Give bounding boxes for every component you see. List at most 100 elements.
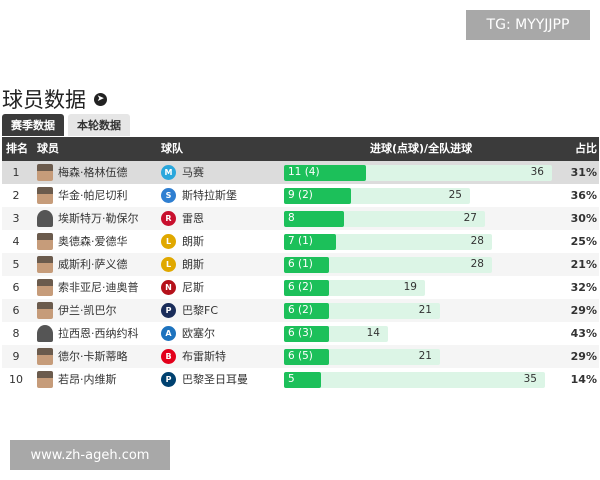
page-title-group: 球员数据 ➤ bbox=[2, 84, 107, 114]
header-player[interactable]: 球员 bbox=[37, 142, 59, 155]
team-goals-bar bbox=[284, 257, 492, 273]
header-share[interactable]: 占比 bbox=[575, 142, 597, 155]
stats-table: 排名 球员 球队 进球(点球)/全队进球 占比 1 梅森·格林伍德 M 马赛 11 (4… bbox=[2, 137, 599, 391]
team-goals-label: 28 bbox=[470, 258, 484, 270]
table-row[interactable]: 8 拉西恩·西纳约科 A 欧塞尔 6 (3) 14 43% bbox=[2, 322, 599, 345]
team-name[interactable]: 朗斯 bbox=[182, 235, 204, 248]
player-name[interactable]: 埃斯特万·勒保尔 bbox=[58, 212, 139, 225]
team-name[interactable]: 巴黎FC bbox=[182, 304, 219, 317]
player-goals-bar bbox=[284, 303, 329, 319]
share-cell: 29% bbox=[570, 350, 597, 363]
player-name[interactable]: 伊兰·凯巴尔 bbox=[58, 304, 117, 317]
header-goals[interactable]: 进球(点球)/全队进球 bbox=[370, 142, 473, 155]
player-name[interactable]: 华金·帕尼切利 bbox=[58, 189, 128, 202]
share-cell: 31% bbox=[570, 166, 597, 179]
player-goals-bar bbox=[284, 211, 344, 227]
team-goals-label: 19 bbox=[403, 281, 417, 293]
player-name[interactable]: 若昂·内维斯 bbox=[58, 373, 117, 386]
player-avatar bbox=[37, 187, 53, 204]
share-cell: 29% bbox=[570, 304, 597, 317]
player-name[interactable]: 拉西恩·西纳约科 bbox=[58, 327, 139, 340]
tab-round-stats[interactable]: 本轮数据 bbox=[68, 114, 130, 136]
table-row[interactable]: 9 德尔·卡斯蒂略 B 布雷斯特 6 (5) 21 29% bbox=[2, 345, 599, 368]
table-row[interactable]: 5 威斯利·萨义德 L 朗斯 6 (1) 28 21% bbox=[2, 253, 599, 276]
player-name[interactable]: 德尔·卡斯蒂略 bbox=[58, 350, 128, 363]
table-row[interactable]: 3 埃斯特万·勒保尔 R 雷恩 8 27 30% bbox=[2, 207, 599, 230]
player-avatar bbox=[37, 256, 53, 273]
table-row[interactable]: 2 华金·帕尼切利 S 斯特拉斯堡 9 (2) 25 36% bbox=[2, 184, 599, 207]
team-goals-label: 14 bbox=[366, 327, 380, 339]
player-avatar bbox=[37, 348, 53, 365]
team-name[interactable]: 巴黎圣日耳曼 bbox=[182, 373, 248, 386]
share-cell: 36% bbox=[570, 189, 597, 202]
share-cell: 25% bbox=[570, 235, 597, 248]
player-name[interactable]: 梅森·格林伍德 bbox=[58, 166, 128, 179]
share-cell: 30% bbox=[570, 212, 597, 225]
rank-cell: 1 bbox=[12, 166, 20, 179]
player-goals-label: 6 (3) bbox=[288, 327, 313, 339]
arrow-right-icon[interactable]: ➤ bbox=[94, 92, 107, 106]
share-cell: 21% bbox=[570, 258, 597, 271]
team-goals-bar bbox=[284, 234, 492, 250]
player-goals-bar bbox=[284, 280, 329, 296]
team-logo-icon: L bbox=[161, 234, 176, 249]
watermark-web: www.zh-ageh.com bbox=[10, 440, 170, 470]
rank-cell: 3 bbox=[12, 212, 20, 225]
table-header: 排名 球员 球队 进球(点球)/全队进球 占比 bbox=[2, 137, 599, 161]
team-goals-bar bbox=[284, 372, 545, 388]
player-goals-label: 8 bbox=[288, 212, 295, 224]
team-name[interactable]: 马赛 bbox=[182, 166, 204, 179]
tab-season-stats[interactable]: 赛季数据 bbox=[2, 114, 64, 136]
table-row[interactable]: 10 若昂·内维斯 P 巴黎圣日耳曼 5 35 14% bbox=[2, 368, 599, 391]
player-goals-bar bbox=[284, 234, 336, 250]
player-avatar bbox=[37, 164, 53, 181]
header-team[interactable]: 球队 bbox=[161, 142, 183, 155]
player-goals-bar bbox=[284, 372, 321, 388]
player-avatar bbox=[37, 325, 53, 342]
player-name[interactable]: 索非亚尼·迪奥普 bbox=[58, 281, 139, 294]
table-row[interactable]: 1 梅森·格林伍德 M 马赛 11 (4) 36 31% bbox=[2, 161, 599, 184]
player-name[interactable]: 威斯利·萨义德 bbox=[58, 258, 128, 271]
player-goals-label: 7 (1) bbox=[288, 235, 313, 247]
team-name[interactable]: 尼斯 bbox=[182, 281, 204, 294]
player-goals-bar bbox=[284, 188, 351, 204]
player-goals-label: 9 (2) bbox=[288, 189, 313, 201]
team-name[interactable]: 雷恩 bbox=[182, 212, 204, 225]
header-rank[interactable]: 排名 bbox=[6, 142, 28, 155]
player-goals-label: 6 (2) bbox=[288, 281, 313, 293]
player-avatar bbox=[37, 302, 53, 319]
team-goals-label: 21 bbox=[418, 304, 432, 316]
team-logo-icon: S bbox=[161, 188, 176, 203]
team-logo-icon: P bbox=[161, 372, 176, 387]
share-cell: 43% bbox=[570, 327, 597, 340]
share-cell: 32% bbox=[570, 281, 597, 294]
team-name[interactable]: 斯特拉斯堡 bbox=[182, 189, 237, 202]
team-logo-icon: R bbox=[161, 211, 176, 226]
rank-cell: 6 bbox=[12, 304, 20, 317]
player-name[interactable]: 奥德森·爱德华 bbox=[58, 235, 128, 248]
table-body: 1 梅森·格林伍德 M 马赛 11 (4) 36 31% 2 华金·帕尼切利 S 斯特拉斯堡 9 (2… bbox=[2, 161, 599, 391]
tabs: 赛季数据 本轮数据 bbox=[2, 114, 130, 136]
table-row[interactable]: 6 索非亚尼·迪奥普 N 尼斯 6 (2) 19 32% bbox=[2, 276, 599, 299]
player-goals-bar bbox=[284, 326, 329, 342]
player-goals-bar bbox=[284, 257, 329, 273]
player-avatar bbox=[37, 233, 53, 250]
team-goals-label: 25 bbox=[448, 189, 462, 201]
player-goals-bar bbox=[284, 349, 329, 365]
team-name[interactable]: 欧塞尔 bbox=[182, 327, 215, 340]
team-name[interactable]: 朗斯 bbox=[182, 258, 204, 271]
team-goals-label: 27 bbox=[463, 212, 477, 224]
team-name[interactable]: 布雷斯特 bbox=[182, 350, 226, 363]
team-goals-label: 35 bbox=[523, 373, 537, 385]
player-goals-label: 6 (2) bbox=[288, 304, 313, 316]
player-avatar bbox=[37, 371, 53, 388]
table-row[interactable]: 4 奥德森·爱德华 L 朗斯 7 (1) 28 25% bbox=[2, 230, 599, 253]
rank-cell: 6 bbox=[12, 281, 20, 294]
team-goals-label: 36 bbox=[530, 166, 544, 178]
team-logo-icon: P bbox=[161, 303, 176, 318]
table-row[interactable]: 6 伊兰·凯巴尔 P 巴黎FC 6 (2) 21 29% bbox=[2, 299, 599, 322]
team-logo-icon: L bbox=[161, 257, 176, 272]
rank-cell: 4 bbox=[12, 235, 20, 248]
team-goals-label: 21 bbox=[418, 350, 432, 362]
team-goals-label: 28 bbox=[470, 235, 484, 247]
